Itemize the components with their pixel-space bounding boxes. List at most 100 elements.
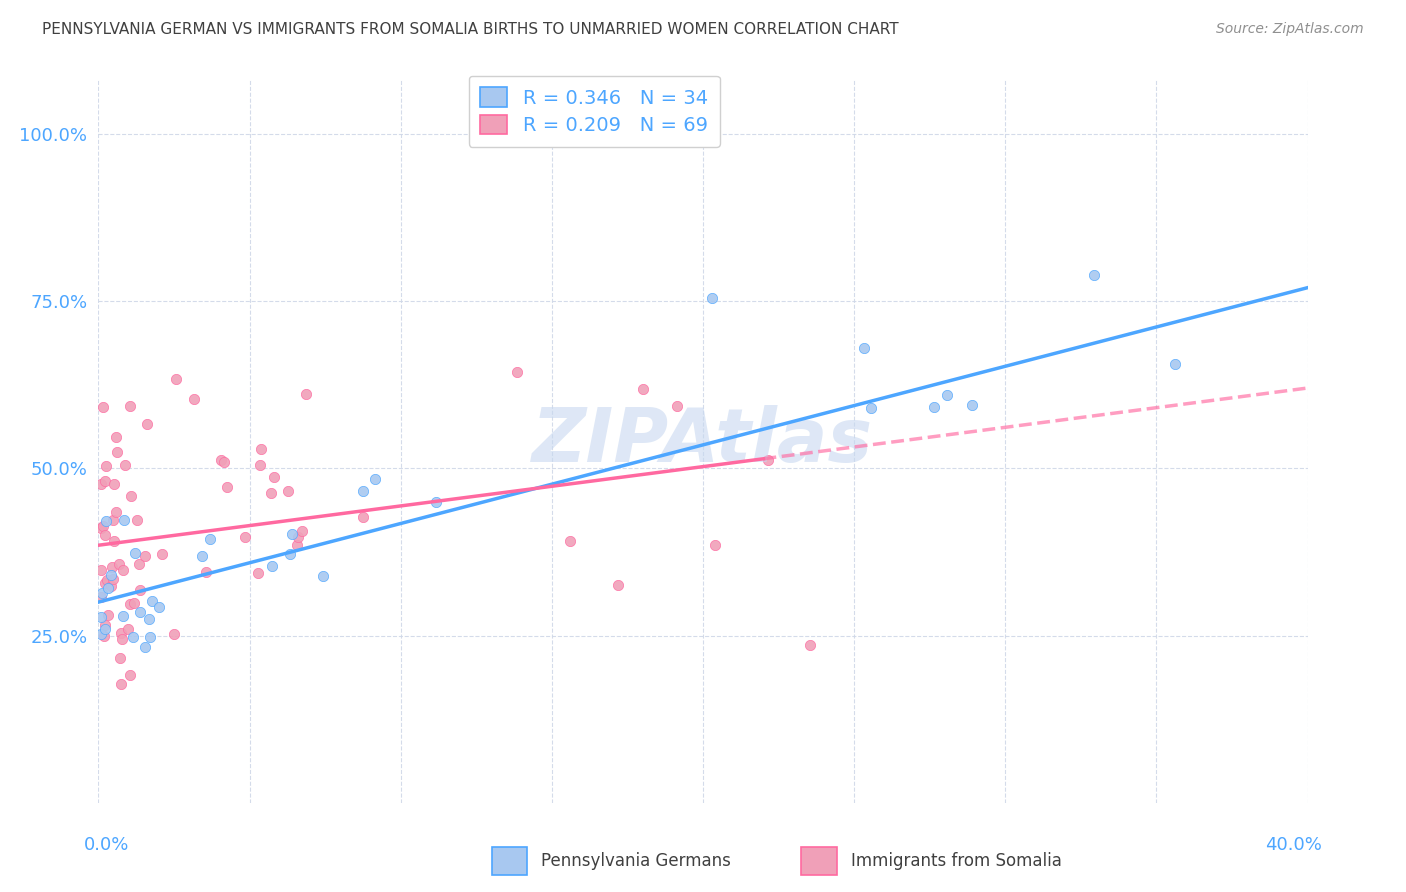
Point [853, 341, 876, 355]
Point [128, 582, 150, 597]
Point [118, 668, 141, 682]
Point [263, 469, 285, 483]
Point [110, 677, 132, 691]
Point [94, 576, 117, 591]
Legend: R = 0.346   N = 34, R = 0.209   N = 69: R = 0.346 N = 34, R = 0.209 N = 69 [468, 76, 720, 147]
Point [799, 638, 821, 652]
Point [260, 486, 283, 500]
Point [114, 458, 136, 472]
Point [1164, 357, 1187, 371]
Point [104, 504, 127, 518]
Point [506, 365, 529, 379]
Point [291, 524, 314, 539]
Point [94, 622, 117, 636]
Point [122, 596, 145, 610]
Point [209, 453, 232, 467]
Point [633, 382, 655, 396]
Point [278, 547, 301, 561]
Point [217, 480, 239, 494]
Point [90, 590, 112, 604]
Point [312, 569, 335, 583]
Point [97, 581, 120, 595]
Point [112, 563, 135, 577]
Point [101, 572, 124, 586]
Point [100, 579, 122, 593]
Point [129, 605, 152, 619]
Point [183, 392, 205, 406]
Point [117, 622, 139, 636]
Point [90, 610, 112, 624]
Point [96, 573, 118, 587]
Point [114, 513, 136, 527]
Point [135, 417, 157, 431]
Point [103, 476, 125, 491]
Point [558, 533, 581, 548]
Point [90, 563, 112, 577]
Point [118, 399, 141, 413]
Point [100, 567, 122, 582]
Text: 40.0%: 40.0% [1265, 836, 1322, 855]
Point [101, 513, 124, 527]
Point [94, 617, 117, 632]
Point [165, 372, 187, 386]
Point [860, 401, 883, 415]
Point [93, 630, 115, 644]
Point [112, 608, 135, 623]
Text: Immigrants from Somalia: Immigrants from Somalia [851, 852, 1062, 870]
Point [285, 539, 308, 553]
Point [247, 566, 270, 581]
Point [1083, 268, 1105, 283]
Text: 0.0%: 0.0% [84, 836, 129, 855]
Point [141, 594, 163, 608]
Point [191, 549, 214, 564]
Point [111, 632, 134, 647]
Text: PENNSYLVANIA GERMAN VS IMMIGRANTS FROM SOMALIA BIRTHS TO UNMARRIED WOMEN CORRELA: PENNSYLVANIA GERMAN VS IMMIGRANTS FROM S… [42, 22, 898, 37]
Point [121, 630, 143, 644]
Point [198, 532, 221, 546]
Point [91, 519, 114, 533]
Text: Pennsylvania Germans: Pennsylvania Germans [541, 852, 731, 870]
Point [120, 490, 142, 504]
Point [150, 547, 173, 561]
Point [212, 455, 235, 469]
FancyBboxPatch shape [492, 847, 527, 875]
Point [91, 400, 114, 414]
Point [96, 458, 118, 473]
Point [110, 626, 132, 640]
Point [352, 483, 374, 498]
Point [935, 388, 957, 402]
Point [134, 640, 156, 654]
Point [277, 484, 299, 499]
Text: Source: ZipAtlas.com: Source: ZipAtlas.com [1216, 22, 1364, 37]
Point [90, 586, 112, 600]
Point [962, 398, 984, 412]
Point [105, 445, 128, 459]
Point [134, 549, 156, 564]
Point [249, 458, 271, 472]
Point [425, 495, 447, 509]
Text: ZIPAtlas: ZIPAtlas [533, 405, 873, 478]
Point [260, 558, 283, 573]
Point [607, 578, 630, 592]
Point [90, 627, 112, 641]
Point [97, 607, 120, 622]
Point [103, 534, 125, 549]
Point [287, 530, 309, 544]
FancyBboxPatch shape [801, 847, 837, 875]
Point [128, 557, 150, 571]
Point [138, 611, 160, 625]
Point [139, 630, 162, 644]
Point [352, 510, 374, 524]
Point [127, 513, 149, 527]
Point [101, 560, 124, 574]
Point [108, 557, 131, 571]
Point [90, 476, 112, 491]
Point [163, 627, 186, 641]
Point [700, 291, 723, 305]
Point [922, 400, 945, 414]
Point [295, 387, 318, 401]
Point [90, 521, 112, 535]
Point [94, 528, 117, 542]
Point [96, 514, 118, 528]
Point [104, 430, 127, 444]
